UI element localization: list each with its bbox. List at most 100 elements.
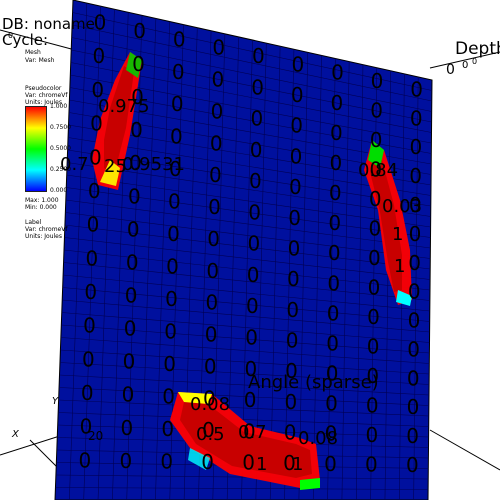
cell-value-label: 0: [160, 449, 173, 473]
cell-value-label: 0: [284, 421, 297, 445]
cell-value-label: 0: [128, 184, 141, 208]
cell-value-label: 0: [170, 125, 183, 149]
cell-value-label: 0: [212, 36, 225, 60]
cell-value-label: 0: [90, 112, 103, 136]
highlight-value-label: 1: [392, 224, 403, 245]
cell-value-label: 0: [126, 250, 139, 274]
legend-tick-label: 0.5000: [50, 145, 71, 152]
cell-value-label: 0: [127, 217, 140, 241]
cell-value-label: 0: [204, 354, 217, 378]
cell-value-label: 0: [162, 385, 175, 409]
hot-region-right: [364, 140, 412, 306]
cell-value-label: 0: [407, 337, 420, 361]
legend-tick-label: 0.7500: [50, 124, 71, 131]
cell-value-label: 0: [207, 227, 220, 251]
cell-value-label: 0: [243, 419, 256, 443]
legend-min: Min: 0.000: [25, 204, 57, 211]
cell-value-label: 0: [246, 294, 259, 318]
cell-value-label: 0: [212, 68, 225, 92]
cell-value-label: 0: [80, 415, 93, 439]
axis-tick-label: 0: [462, 60, 468, 71]
label-plot-units: Units: Joules: [25, 233, 62, 240]
cell-value-label: 0: [406, 453, 419, 477]
cell-value-label: 0: [291, 83, 304, 107]
center-angle-label: Angle (sparse): [248, 372, 379, 393]
cycle-title: Cycle:: [2, 31, 49, 49]
highlight-value-label: 0.7: [238, 422, 267, 443]
cell-value-label: 0: [79, 448, 92, 472]
pseudocolor-title: Pseudocolor: [25, 85, 62, 92]
cell-value-label: 0: [367, 305, 380, 329]
cell-value-label: 0: [248, 200, 261, 224]
highlight-value-label: 0.03: [382, 196, 422, 217]
mesh-title: Mesh: [25, 49, 41, 56]
cell-value-label: 0: [368, 275, 381, 299]
cell-value-label: 0: [408, 280, 421, 304]
cell-value-label: 0: [209, 163, 222, 187]
cell-value-label: 0: [172, 60, 185, 84]
cell-value-label: 0: [287, 267, 300, 291]
cell-value-label: 0: [368, 246, 381, 270]
cell-value-label: 0: [247, 263, 260, 287]
cell-value-label: 0: [326, 331, 339, 355]
cell-value-label: 0: [82, 347, 95, 371]
cell-value-label: 0: [86, 246, 99, 270]
cell-value-label: 0: [202, 418, 215, 442]
cell-value-label: 0: [203, 386, 216, 410]
cell-value-label: 0: [87, 213, 100, 237]
cell-value-label: 0: [244, 388, 257, 412]
cell-value-label: 0: [369, 187, 382, 211]
cell-value-label: 0: [288, 206, 301, 230]
cell-value-label: 0: [286, 328, 299, 352]
cell-value-label: 0: [132, 52, 145, 76]
cell-value-label: 0: [251, 75, 264, 99]
label-plot-title: Label: [25, 219, 42, 226]
highlight-value-label: 0.5: [196, 424, 225, 445]
cell-value-label: 0: [208, 195, 221, 219]
highlight-value-label: 1: [256, 454, 267, 475]
cell-value-label: 0: [88, 179, 101, 203]
highlight-value-label: 25: [104, 156, 127, 177]
cell-value-label: 0: [210, 131, 223, 155]
cell-value-label: 0: [121, 416, 134, 440]
cell-value-label: 0: [122, 383, 135, 407]
cell-value-label: 0: [408, 251, 421, 275]
cell-value-label: 0: [249, 169, 262, 193]
cell-value-label: 0: [167, 222, 180, 246]
cell-value-label: 0: [133, 19, 146, 43]
cell-value-label: 0: [124, 317, 137, 341]
cell-value-label: 0: [327, 301, 340, 325]
cell-value-label: 0: [284, 390, 297, 414]
database-title: DB: noname: [2, 15, 95, 33]
mesh-var: Var: Mesh: [25, 57, 55, 64]
axis-x-label: X: [11, 429, 20, 440]
cell-value-labels: 0 0 0 0 0 0 0 0 00 0 0 0 0 0 0 0 00 0 0 0 0 0 0 0 00 0 0 0 0 0 0 0 00 0 0 0…: [79, 11, 423, 477]
cell-value-label: 0: [366, 393, 379, 417]
cell-value-label: 0: [245, 326, 258, 350]
cell-value-label: 0: [83, 314, 96, 338]
cell-value-label: 0: [368, 217, 381, 241]
cell-value-label: 0: [288, 236, 301, 260]
axis-z-tick: 20: [88, 429, 103, 443]
cell-value-label: 0: [242, 451, 255, 475]
cell-value-label: 0: [331, 91, 344, 115]
cell-value-label: 0: [206, 259, 219, 283]
cell-value-label: 0: [409, 222, 422, 246]
cell-value-label: 0: [367, 334, 380, 358]
highlight-value-label: 1: [292, 454, 303, 475]
cell-value-label: 0: [125, 284, 138, 308]
cell-value-label: 0: [326, 362, 339, 386]
cell-value-label: 0: [119, 449, 132, 473]
cell-value-label: 0: [407, 395, 420, 419]
cell-value-label: 0: [365, 452, 378, 476]
cell-value-label: 0: [164, 320, 177, 344]
cell-value-label: 0: [371, 69, 384, 93]
hot-region-bottom: [170, 392, 320, 490]
legend-tick-label: 1.000: [50, 103, 68, 110]
cell-value-label: 0: [329, 181, 342, 205]
cell-value-label: 0: [325, 422, 338, 446]
cell-value-label: 0: [250, 107, 263, 131]
label-plot-var: Var: chromeVf: [25, 226, 68, 233]
